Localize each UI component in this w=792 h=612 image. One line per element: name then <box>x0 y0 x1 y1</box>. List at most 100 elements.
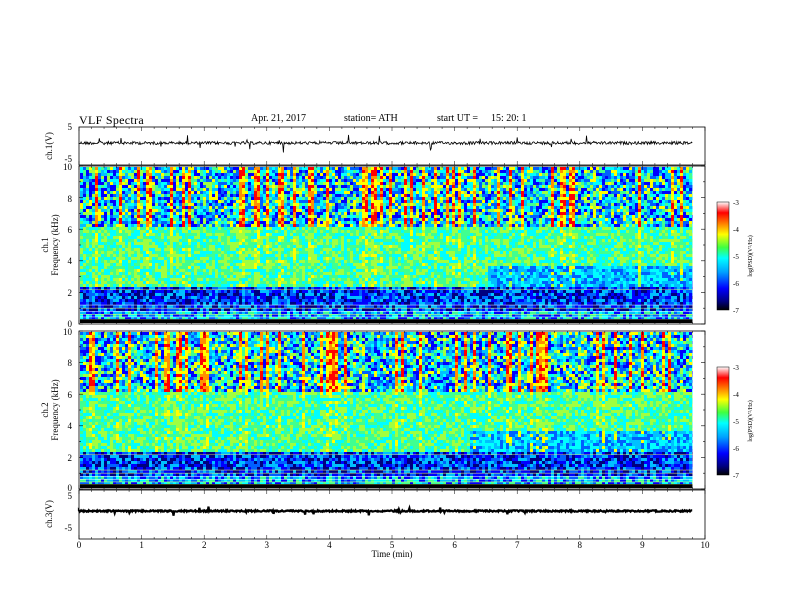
spectrogram-cell <box>350 182 353 185</box>
spectrogram-cell <box>98 275 101 278</box>
spectrogram-cell <box>134 245 137 248</box>
spectrogram-cell <box>134 206 137 209</box>
spectrogram-cell <box>347 293 350 296</box>
spectrogram-cell <box>143 281 146 284</box>
spectrogram-cell <box>101 278 104 281</box>
spectrogram-cell <box>254 188 257 191</box>
spectrogram-cell <box>197 242 200 245</box>
spectrogram-cell <box>149 203 152 206</box>
spectrogram-cell <box>218 254 221 257</box>
spectrogram-cell <box>203 197 206 200</box>
spectrogram-cell <box>350 239 353 242</box>
spectrogram-cell <box>245 281 248 284</box>
spectrogram-cell <box>362 257 365 260</box>
spectrogram-cell <box>158 305 161 308</box>
spectrogram-cell <box>167 305 170 308</box>
spectrogram-cell <box>269 179 272 182</box>
spectrogram-cell <box>353 185 356 188</box>
spectrogram-cell <box>98 203 101 206</box>
spectrogram-cell <box>236 302 239 305</box>
spectrogram-cell <box>185 311 188 314</box>
spectrogram-cell <box>209 314 212 317</box>
spectrogram-cell <box>95 173 98 176</box>
spectrogram-cell <box>350 284 353 287</box>
spectrogram-cell <box>110 290 113 293</box>
spectrogram-cell <box>290 299 293 302</box>
spectrogram-cell <box>203 305 206 308</box>
spectrogram-cell <box>194 179 197 182</box>
spectrogram-cell <box>242 236 245 239</box>
spectrogram-cell <box>326 317 329 320</box>
spectrogram-cell <box>95 296 98 299</box>
spectrogram-cell <box>125 317 128 320</box>
spectrogram-cell <box>239 275 242 278</box>
spectrogram-cell <box>146 197 149 200</box>
spectrogram-cell <box>116 173 119 176</box>
spectrogram-cell <box>269 224 272 227</box>
spectrogram-cell <box>215 290 218 293</box>
spectrogram-cell <box>227 197 230 200</box>
spectrogram-cell <box>86 302 89 305</box>
spectrogram-cell <box>140 197 143 200</box>
spectrogram-cell <box>317 173 320 176</box>
spectrogram-cell <box>110 251 113 254</box>
spectrogram-cell <box>245 209 248 212</box>
spectrogram-cell <box>278 272 281 275</box>
spectrogram-cell <box>230 251 233 254</box>
spectrogram-cell <box>326 215 329 218</box>
spectrogram-cell <box>80 239 83 242</box>
spectrogram-cell <box>179 224 182 227</box>
spectrogram-cell <box>83 227 86 230</box>
spectrogram-cell <box>89 314 92 317</box>
spectrogram-cell <box>131 242 134 245</box>
figure-title: VLF Spectra <box>79 113 144 128</box>
spectrogram-cell <box>131 275 134 278</box>
spectrogram-cell <box>344 269 347 272</box>
spectrogram-cell <box>305 317 308 320</box>
spectrogram-cell <box>293 317 296 320</box>
spectrogram-cell <box>194 290 197 293</box>
spectrogram-cell <box>365 251 368 254</box>
spectrogram-cell <box>206 275 209 278</box>
spectrogram-cell <box>179 179 182 182</box>
spectrogram-cell <box>110 191 113 194</box>
spectrogram-cell <box>296 173 299 176</box>
spectrogram-cell <box>365 200 368 203</box>
spectrogram-cell <box>344 224 347 227</box>
spectrogram-cell <box>335 266 338 269</box>
spectrogram-cell <box>350 269 353 272</box>
spectrogram-cell <box>236 215 239 218</box>
spectrogram-cell <box>338 188 341 191</box>
spectrogram-cell <box>92 314 95 317</box>
spectrogram-cell <box>341 224 344 227</box>
spectrogram-cell <box>326 212 329 215</box>
spectrogram-cell <box>338 260 341 263</box>
spectrogram-cell <box>266 197 269 200</box>
spectrogram-cell <box>92 284 95 287</box>
spectrogram-cell <box>212 302 215 305</box>
spectrogram-cell <box>338 266 341 269</box>
spectrogram-cell <box>194 260 197 263</box>
spectrogram-cell <box>182 293 185 296</box>
spectrogram-cell <box>332 260 335 263</box>
spectrogram-cell <box>131 299 134 302</box>
spectrogram-cell <box>107 278 110 281</box>
spectrogram-cell <box>164 167 167 170</box>
spectrogram-cell <box>320 254 323 257</box>
spectrogram-cell <box>212 185 215 188</box>
spectrogram-cell <box>95 209 98 212</box>
spectrogram-cell <box>200 206 203 209</box>
spectrogram-cell <box>302 311 305 314</box>
spectrogram-cell <box>146 290 149 293</box>
spectrogram-cell <box>359 170 362 173</box>
spectrogram-cell <box>344 197 347 200</box>
spectrogram-cell <box>218 170 221 173</box>
spectrogram-cell <box>221 185 224 188</box>
spectrogram-cell <box>260 173 263 176</box>
spectrogram-cell <box>215 182 218 185</box>
spectrogram-cell <box>161 260 164 263</box>
spectrogram-cell <box>353 215 356 218</box>
spectrogram-cell <box>344 308 347 311</box>
ch1-spectrogram-panel: 10 8 6 4 2 0 ch.1 Frequency (kHz) <box>40 162 706 329</box>
spectrogram-cell <box>113 236 116 239</box>
